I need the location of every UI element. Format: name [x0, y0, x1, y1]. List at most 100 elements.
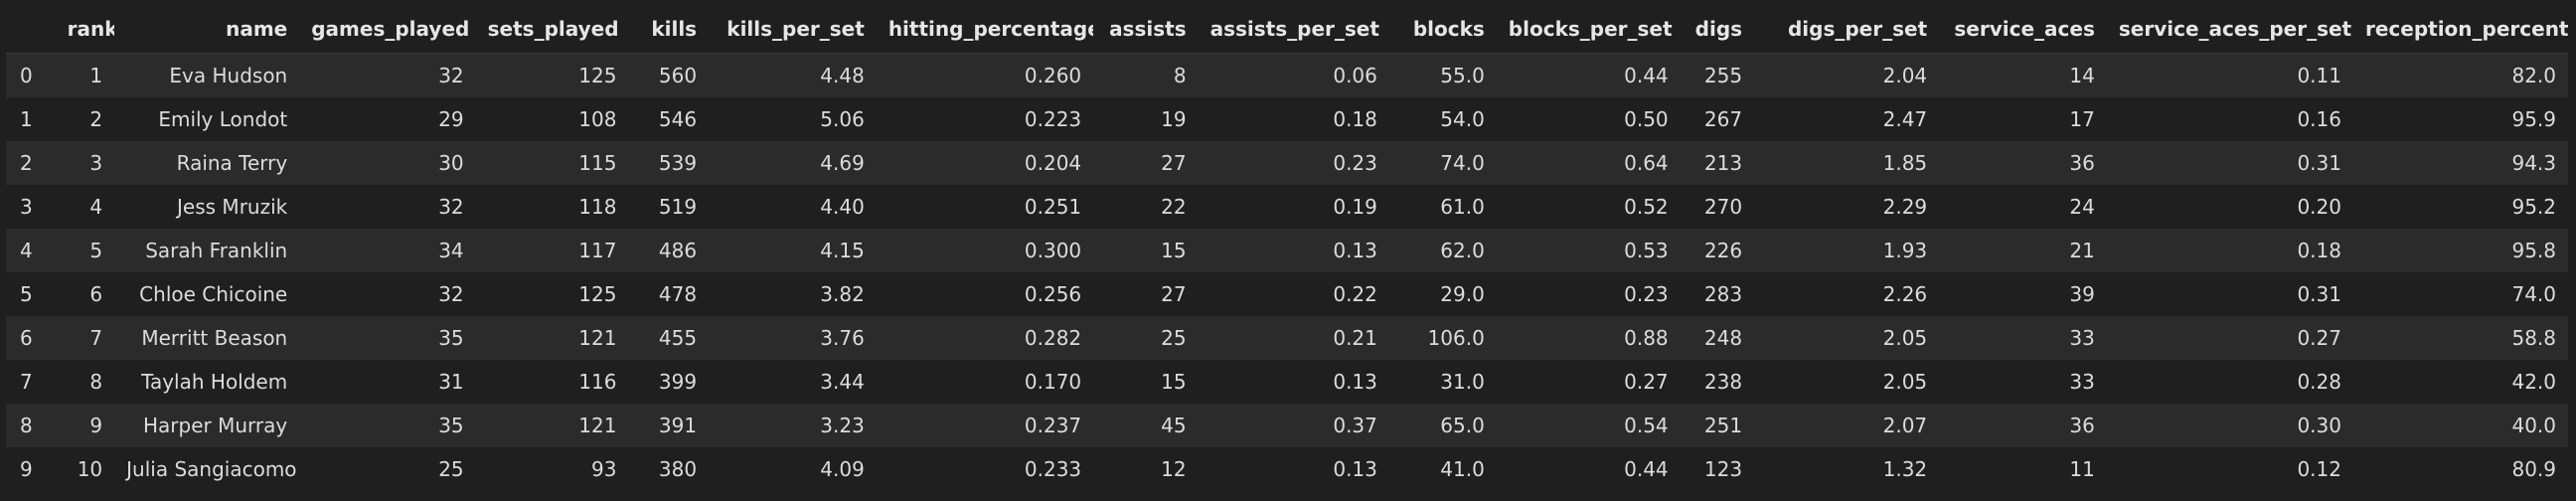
- column-header: games_played: [299, 5, 476, 54]
- table-header: rank name games_played sets_played kills kill…: [6, 5, 2568, 54]
- column-header: assists: [1093, 5, 1199, 54]
- table-cell: 115: [475, 141, 629, 185]
- table-cell: 93: [475, 447, 629, 491]
- row-index: 9: [6, 447, 56, 491]
- table-cell: 4.48: [709, 53, 877, 97]
- table-row: 9 10 Julia Sangiacomo 25 93 380 4.09 0.233 12 0.1…: [6, 447, 2568, 491]
- table-cell: Chloe Chicoine: [114, 272, 300, 316]
- table-cell: 27: [1093, 272, 1199, 316]
- table-cell: Raina Terry: [114, 141, 300, 185]
- table-cell: 0.27: [1496, 360, 1681, 404]
- table-cell: 65.0: [1388, 404, 1497, 447]
- table-cell: 21: [1939, 229, 2107, 272]
- table-cell: 19: [1093, 97, 1199, 141]
- table-cell: 0.233: [876, 447, 1094, 491]
- table-cell: 7: [55, 316, 115, 360]
- table-cell: 226: [1680, 229, 1755, 272]
- table-cell: 3.44: [709, 360, 877, 404]
- table-cell: 0.282: [876, 316, 1094, 360]
- table-cell: 255: [1680, 53, 1755, 97]
- table-cell: 41.0: [1388, 447, 1497, 491]
- table-cell: 539: [628, 141, 710, 185]
- header-row: rank name games_played sets_played kills kill…: [6, 5, 2568, 54]
- table-cell: 455: [628, 316, 710, 360]
- table-row: 2 3 Raina Terry 30 115 539 4.69 0.204 27 0.23 74.0…: [6, 141, 2568, 185]
- table-cell: 9: [55, 404, 115, 447]
- table-cell: 0.300: [876, 229, 1094, 272]
- table-cell: 30: [299, 141, 476, 185]
- table-cell: 32: [299, 53, 476, 97]
- column-header: reception_percentage: [2352, 5, 2568, 54]
- table-body: 0 1 Eva Hudson 32 125 560 4.48 0.260 8 0.06 55.0 0.…: [6, 53, 2568, 491]
- table-cell: 560: [628, 53, 710, 97]
- table-cell: 0.53: [1496, 229, 1681, 272]
- table-cell: 267: [1680, 97, 1755, 141]
- table-cell: 61.0: [1388, 185, 1497, 229]
- table-cell: 62.0: [1388, 229, 1497, 272]
- table-cell: 1.93: [1754, 229, 1940, 272]
- table-cell: Eva Hudson: [114, 53, 300, 97]
- table-cell: 546: [628, 97, 710, 141]
- table-cell: 0.64: [1496, 141, 1681, 185]
- table-cell: 121: [475, 316, 629, 360]
- table-cell: Emily Londot: [114, 97, 300, 141]
- table-cell: 55.0: [1388, 53, 1497, 97]
- table-cell: 0.21: [1198, 316, 1389, 360]
- table-cell: 31.0: [1388, 360, 1497, 404]
- table-cell: Julia Sangiacomo: [114, 447, 300, 491]
- table-cell: 0.13: [1198, 229, 1389, 272]
- column-header: kills: [628, 5, 710, 54]
- row-index: 6: [6, 316, 56, 360]
- table-cell: 17: [1939, 97, 2107, 141]
- table-row: 7 8 Taylah Holdem 31 116 399 3.44 0.170 15 0.13 31…: [6, 360, 2568, 404]
- table-cell: 251: [1680, 404, 1755, 447]
- table-cell: 95.9: [2352, 97, 2568, 141]
- table-cell: 1.32: [1754, 447, 1940, 491]
- table-cell: 0.13: [1198, 447, 1389, 491]
- table-cell: 2.05: [1754, 360, 1940, 404]
- table-cell: 33: [1939, 316, 2107, 360]
- table-cell: 95.8: [2352, 229, 2568, 272]
- dataframe-table: rank name games_played sets_played kills kill…: [6, 5, 2568, 491]
- table-cell: 0.23: [1496, 272, 1681, 316]
- column-header: blocks: [1388, 5, 1497, 54]
- column-header: digs_per_set: [1754, 5, 1940, 54]
- table-cell: 0.20: [2106, 185, 2353, 229]
- table-cell: Taylah Holdem: [114, 360, 300, 404]
- table-cell: 22: [1093, 185, 1199, 229]
- table-row: 5 6 Chloe Chicoine 32 125 478 3.82 0.256 27 0.22 2…: [6, 272, 2568, 316]
- table-cell: 0.204: [876, 141, 1094, 185]
- table-cell: 2.04: [1754, 53, 1940, 97]
- table-cell: 238: [1680, 360, 1755, 404]
- column-header: sets_played: [475, 5, 629, 54]
- table-cell: 391: [628, 404, 710, 447]
- row-index: 0: [6, 53, 56, 97]
- table-cell: 0.18: [2106, 229, 2353, 272]
- table-cell: 33: [1939, 360, 2107, 404]
- table-cell: 35: [299, 404, 476, 447]
- table-cell: 45: [1093, 404, 1199, 447]
- table-cell: 125: [475, 272, 629, 316]
- table-cell: 3: [55, 141, 115, 185]
- column-header: service_aces_per_set: [2106, 5, 2353, 54]
- table-cell: 4.69: [709, 141, 877, 185]
- table-cell: 39: [1939, 272, 2107, 316]
- column-header: service_aces: [1939, 5, 2107, 54]
- table-cell: 94.3: [2352, 141, 2568, 185]
- table-cell: 5.06: [709, 97, 877, 141]
- table-cell: 3.23: [709, 404, 877, 447]
- table-cell: 4.09: [709, 447, 877, 491]
- index-header: [6, 5, 56, 54]
- table-cell: 29.0: [1388, 272, 1497, 316]
- table-cell: 118: [475, 185, 629, 229]
- table-cell: 519: [628, 185, 710, 229]
- table-cell: 25: [1093, 316, 1199, 360]
- table-cell: 2.47: [1754, 97, 1940, 141]
- table-cell: 0.50: [1496, 97, 1681, 141]
- table-cell: 4: [55, 185, 115, 229]
- table-cell: 478: [628, 272, 710, 316]
- table-row: 3 4 Jess Mruzik 32 118 519 4.40 0.251 22 0.19 61.0…: [6, 185, 2568, 229]
- table-cell: 0.27: [2106, 316, 2353, 360]
- table-cell: 0.223: [876, 97, 1094, 141]
